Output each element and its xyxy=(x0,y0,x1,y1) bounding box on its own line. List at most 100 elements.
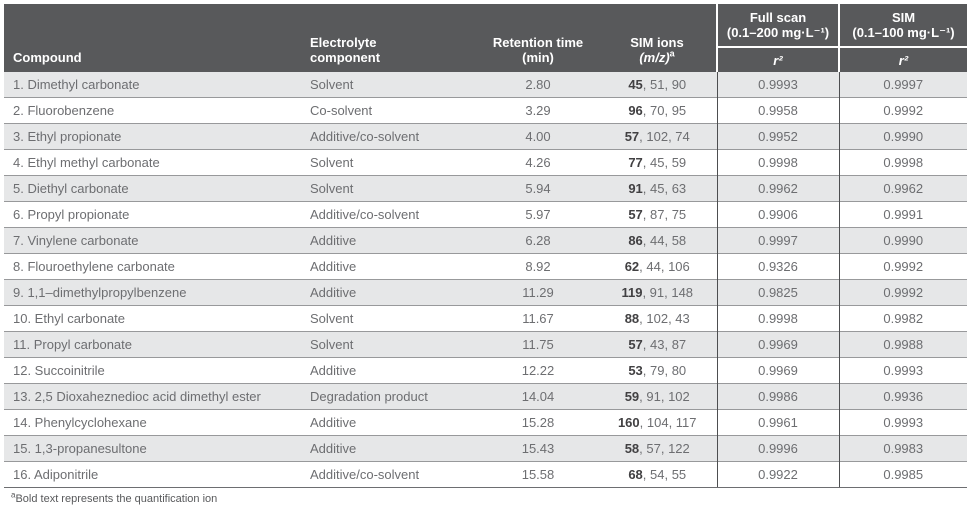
sim-r2-cell: 0.9985 xyxy=(838,461,967,488)
electrolyte-cell: Additive xyxy=(304,357,478,384)
table-row: 15. 1,3-propanesultone Additive 15.43 58… xyxy=(4,435,967,462)
full-scan-r2-cell: 0.9997 xyxy=(716,227,839,254)
full-scan-r2-cell: 0.9958 xyxy=(716,97,839,124)
sim-ions-cell: 59, 91, 102 xyxy=(598,383,717,410)
electrolyte-cell: Solvent xyxy=(304,149,478,176)
quantification-ion: 57 xyxy=(628,337,643,352)
sim-r2-cell: 0.9991 xyxy=(838,201,967,228)
electrolyte-cell: Additive xyxy=(304,435,478,462)
compound-cell: 11. Propyl carbonate xyxy=(4,331,304,358)
table-row: 8. Flouroethylene carbonate Additive 8.9… xyxy=(4,253,967,280)
table-row: 5. Diethyl carbonate Solvent 5.94 91, 45… xyxy=(4,175,967,202)
full-scan-r2-cell: 0.9998 xyxy=(716,305,839,332)
column-header-full-scan: Full scan (0.1–200 mg·L⁻¹) xyxy=(716,4,839,48)
sim-r2-cell: 0.9997 xyxy=(838,72,967,98)
quantification-ion: 119 xyxy=(621,285,643,300)
full-scan-r2-cell: 0.9922 xyxy=(716,461,839,488)
sim-r2-cell: 0.9992 xyxy=(838,279,967,306)
sim-ions-cell: 91, 45, 63 xyxy=(598,175,717,202)
quantification-ion: 59 xyxy=(624,389,640,404)
table-row: 6. Propyl propionate Additive/co-solvent… xyxy=(4,201,967,228)
full-scan-r2-cell: 0.9993 xyxy=(716,72,839,98)
full-scan-r2-cell: 0.9969 xyxy=(716,357,839,384)
sim-r2-cell: 0.9990 xyxy=(838,227,967,254)
sim-ions-cell: 88, 102, 43 xyxy=(598,305,717,332)
compound-cell: 16. Adiponitrile xyxy=(4,461,304,488)
retention-cell: 5.97 xyxy=(478,201,598,228)
footnote-marker: a xyxy=(11,490,16,500)
table-row: 16. Adiponitrile Additive/co-solvent 15.… xyxy=(4,461,967,488)
quantification-ion: 57 xyxy=(624,129,640,144)
full-scan-r2-cell: 0.9998 xyxy=(716,149,839,176)
column-header-sim: SIM (0.1–100 mg·L⁻¹) xyxy=(838,4,967,48)
full-scan-r2-cell: 0.9961 xyxy=(716,409,839,436)
electrolyte-cell: Additive xyxy=(304,227,478,254)
full-scan-r2-cell: 0.9825 xyxy=(716,279,839,306)
table-body: 1. Dimethyl carbonate Solvent 2.80 45, 5… xyxy=(4,72,967,488)
table-row: 12. Succoinitrile Additive 12.22 53, 79,… xyxy=(4,357,967,384)
other-ions: , 79, 80 xyxy=(642,363,687,378)
table-header: Compound Electrolyte component Retention… xyxy=(4,4,967,72)
retention-header-line2: (min) xyxy=(522,50,554,65)
full-scan-r2-cell: 0.9996 xyxy=(716,435,839,462)
retention-cell: 8.92 xyxy=(478,253,598,280)
table-row: 1. Dimethyl carbonate Solvent 2.80 45, 5… xyxy=(4,72,967,98)
quantification-ion: 88 xyxy=(624,311,640,326)
full-scan-header-line1: Full scan xyxy=(749,10,807,25)
other-ions: , 91, 148 xyxy=(642,285,694,300)
retention-cell: 11.67 xyxy=(478,305,598,332)
full-scan-r2-cell: 0.9326 xyxy=(716,253,839,280)
sim-ions-cell: 96, 70, 95 xyxy=(598,97,717,124)
retention-cell: 14.04 xyxy=(478,383,598,410)
compound-cell: 6. Propyl propionate xyxy=(4,201,304,228)
sim-r2-cell: 0.9988 xyxy=(838,331,967,358)
quantification-ion: 57 xyxy=(628,207,643,222)
other-ions: , 91, 102 xyxy=(639,389,690,404)
table-row: 13. 2,5 Dioxaheznedioc acid dimethyl est… xyxy=(4,383,967,410)
compound-cell: 2. Fluorobenzene xyxy=(4,97,304,124)
retention-cell: 11.29 xyxy=(478,279,598,306)
sim-ions-cell: 45, 51, 90 xyxy=(598,72,717,98)
table-row: 14. Phenylcyclohexane Additive 15.28 160… xyxy=(4,409,967,436)
compound-cell: 12. Succoinitrile xyxy=(4,357,304,384)
sim-r2-cell: 0.9962 xyxy=(838,175,967,202)
retention-cell: 3.29 xyxy=(478,97,598,124)
quantification-ion: 53 xyxy=(628,363,643,378)
subheader-sim-r2: r² xyxy=(838,47,967,72)
sim-r2-cell: 0.9983 xyxy=(838,435,967,462)
sim-r2-cell: 0.9998 xyxy=(838,149,967,176)
quantification-ion: 58 xyxy=(624,441,640,456)
electrolyte-cell: Solvent xyxy=(304,72,478,98)
column-header-electrolyte: Electrolyte component xyxy=(304,4,478,72)
retention-cell: 15.28 xyxy=(478,409,598,436)
sim-ions-cell: 62, 44, 106 xyxy=(598,253,717,280)
sim-r2-cell: 0.9982 xyxy=(838,305,967,332)
sim-ions-cell: 58, 57, 122 xyxy=(598,435,717,462)
electrolyte-cell: Additive xyxy=(304,409,478,436)
retention-cell: 2.80 xyxy=(478,72,598,98)
other-ions: , 44, 106 xyxy=(639,259,690,274)
full-scan-r2-cell: 0.9952 xyxy=(716,123,839,150)
electrolyte-cell: Degradation product xyxy=(304,383,478,410)
other-ions: , 104, 117 xyxy=(639,415,697,430)
sim-header-line1: SIM xyxy=(891,10,916,25)
electrolyte-cell: Co-solvent xyxy=(304,97,478,124)
table-row: 4. Ethyl methyl carbonate Solvent 4.26 7… xyxy=(4,149,967,176)
quantification-ion: 96 xyxy=(628,103,643,118)
page: Compound Electrolyte component Retention… xyxy=(4,4,967,505)
table-row: 10. Ethyl carbonate Solvent 11.67 88, 10… xyxy=(4,305,967,332)
sim-ions-header-line1: SIM ions xyxy=(630,35,684,50)
full-scan-r2-cell: 0.9962 xyxy=(716,175,839,202)
full-scan-r2-cell: 0.9969 xyxy=(716,331,839,358)
full-scan-r2-cell: 0.9986 xyxy=(716,383,839,410)
sim-ions-cell: 53, 79, 80 xyxy=(598,357,717,384)
compound-cell: 13. 2,5 Dioxaheznedioc acid dimethyl est… xyxy=(4,383,304,410)
retention-header-line1: Retention time xyxy=(492,35,584,50)
sim-r2-cell: 0.9993 xyxy=(838,409,967,436)
compound-cell: 5. Diethyl carbonate xyxy=(4,175,304,202)
electrolyte-cell: Additive xyxy=(304,253,478,280)
quantification-ion: 68 xyxy=(628,467,643,482)
sim-ions-cell: 160, 104, 117 xyxy=(598,409,717,436)
sim-ions-cell: 57, 87, 75 xyxy=(598,201,717,228)
retention-cell: 12.22 xyxy=(478,357,598,384)
